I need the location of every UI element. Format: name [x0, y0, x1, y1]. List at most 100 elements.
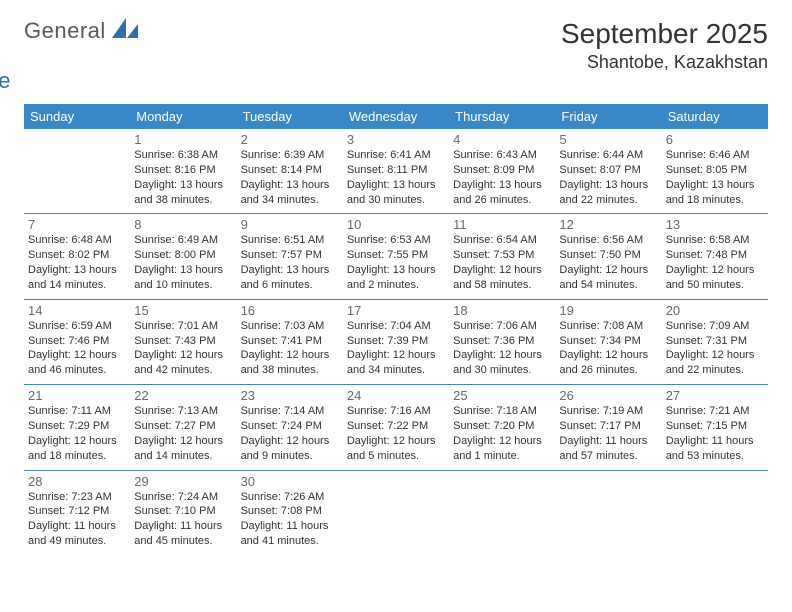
- day-number: 30: [241, 474, 339, 489]
- day-number: 18: [453, 303, 551, 318]
- sunset-text: Sunset: 7:17 PM: [559, 419, 657, 434]
- day-number: 8: [134, 217, 232, 232]
- daylight-text: Daylight: 12 hours and 46 minutes.: [28, 348, 126, 378]
- sunrise-text: Sunrise: 7:16 AM: [347, 404, 445, 419]
- daylight-text: Daylight: 13 hours and 22 minutes.: [559, 178, 657, 208]
- calendar-day-cell: 21Sunrise: 7:11 AMSunset: 7:29 PMDayligh…: [24, 385, 130, 470]
- sunrise-text: Sunrise: 7:04 AM: [347, 319, 445, 334]
- daylight-text: Daylight: 12 hours and 30 minutes.: [453, 348, 551, 378]
- sunset-text: Sunset: 7:34 PM: [559, 334, 657, 349]
- logo-word-general: General: [24, 18, 106, 43]
- calendar-day-cell: 12Sunrise: 6:56 AMSunset: 7:50 PMDayligh…: [555, 214, 661, 299]
- daylight-text: Daylight: 12 hours and 50 minutes.: [666, 263, 764, 293]
- sunset-text: Sunset: 8:16 PM: [134, 163, 232, 178]
- sunrise-text: Sunrise: 6:58 AM: [666, 233, 764, 248]
- daylight-text: Daylight: 11 hours and 45 minutes.: [134, 519, 232, 549]
- calendar-week-row: 28Sunrise: 7:23 AMSunset: 7:12 PMDayligh…: [24, 470, 768, 555]
- sunset-text: Sunset: 7:12 PM: [28, 504, 126, 519]
- sunset-text: Sunset: 7:41 PM: [241, 334, 339, 349]
- calendar-day-cell: 14Sunrise: 6:59 AMSunset: 7:46 PMDayligh…: [24, 299, 130, 384]
- daylight-text: Daylight: 13 hours and 38 minutes.: [134, 178, 232, 208]
- calendar-day-cell: 8Sunrise: 6:49 AMSunset: 8:00 PMDaylight…: [130, 214, 236, 299]
- sunrise-text: Sunrise: 6:48 AM: [28, 233, 126, 248]
- sunset-text: Sunset: 7:50 PM: [559, 248, 657, 263]
- calendar-week-row: 1Sunrise: 6:38 AMSunset: 8:16 PMDaylight…: [24, 129, 768, 214]
- sunrise-text: Sunrise: 7:09 AM: [666, 319, 764, 334]
- calendar-day-cell: 24Sunrise: 7:16 AMSunset: 7:22 PMDayligh…: [343, 385, 449, 470]
- calendar-week-row: 14Sunrise: 6:59 AMSunset: 7:46 PMDayligh…: [24, 299, 768, 384]
- sunset-text: Sunset: 7:39 PM: [347, 334, 445, 349]
- sunrise-text: Sunrise: 7:11 AM: [28, 404, 126, 419]
- calendar-day-cell: [555, 470, 661, 555]
- calendar-day-cell: 3Sunrise: 6:41 AMSunset: 8:11 PMDaylight…: [343, 129, 449, 214]
- sunrise-text: Sunrise: 7:26 AM: [241, 490, 339, 505]
- sunset-text: Sunset: 8:07 PM: [559, 163, 657, 178]
- sunset-text: Sunset: 8:05 PM: [666, 163, 764, 178]
- day-number: 29: [134, 474, 232, 489]
- calendar-week-row: 7Sunrise: 6:48 AMSunset: 8:02 PMDaylight…: [24, 214, 768, 299]
- header: General Blue September 2025 Shantobe, Ka…: [24, 18, 768, 94]
- daylight-text: Daylight: 11 hours and 41 minutes.: [241, 519, 339, 549]
- sunrise-text: Sunrise: 6:54 AM: [453, 233, 551, 248]
- calendar-day-cell: [24, 129, 130, 214]
- daylight-text: Daylight: 12 hours and 18 minutes.: [28, 434, 126, 464]
- sunrise-text: Sunrise: 7:01 AM: [134, 319, 232, 334]
- calendar-day-cell: 30Sunrise: 7:26 AMSunset: 7:08 PMDayligh…: [237, 470, 343, 555]
- sunrise-text: Sunrise: 7:24 AM: [134, 490, 232, 505]
- sunset-text: Sunset: 7:46 PM: [28, 334, 126, 349]
- calendar-day-cell: 25Sunrise: 7:18 AMSunset: 7:20 PMDayligh…: [449, 385, 555, 470]
- day-number: 20: [666, 303, 764, 318]
- location: Shantobe, Kazakhstan: [561, 52, 768, 73]
- title-block: September 2025 Shantobe, Kazakhstan: [561, 18, 768, 73]
- calendar-day-cell: 22Sunrise: 7:13 AMSunset: 7:27 PMDayligh…: [130, 385, 236, 470]
- sunrise-text: Sunrise: 6:38 AM: [134, 148, 232, 163]
- calendar-day-cell: 19Sunrise: 7:08 AMSunset: 7:34 PMDayligh…: [555, 299, 661, 384]
- day-number: 1: [134, 132, 232, 147]
- weekday-header: Thursday: [449, 104, 555, 129]
- sunset-text: Sunset: 7:27 PM: [134, 419, 232, 434]
- day-number: 12: [559, 217, 657, 232]
- calendar-day-cell: 11Sunrise: 6:54 AMSunset: 7:53 PMDayligh…: [449, 214, 555, 299]
- sunset-text: Sunset: 7:20 PM: [453, 419, 551, 434]
- day-number: 6: [666, 132, 764, 147]
- calendar-day-cell: [662, 470, 768, 555]
- sunset-text: Sunset: 8:11 PM: [347, 163, 445, 178]
- daylight-text: Daylight: 12 hours and 42 minutes.: [134, 348, 232, 378]
- sunrise-text: Sunrise: 6:49 AM: [134, 233, 232, 248]
- daylight-text: Daylight: 12 hours and 9 minutes.: [241, 434, 339, 464]
- day-number: 16: [241, 303, 339, 318]
- weekday-header: Wednesday: [343, 104, 449, 129]
- calendar-week-row: 21Sunrise: 7:11 AMSunset: 7:29 PMDayligh…: [24, 385, 768, 470]
- calendar-day-cell: 17Sunrise: 7:04 AMSunset: 7:39 PMDayligh…: [343, 299, 449, 384]
- daylight-text: Daylight: 13 hours and 2 minutes.: [347, 263, 445, 293]
- sunset-text: Sunset: 8:09 PM: [453, 163, 551, 178]
- sunrise-text: Sunrise: 6:39 AM: [241, 148, 339, 163]
- sunrise-text: Sunrise: 6:53 AM: [347, 233, 445, 248]
- calendar-day-cell: [343, 470, 449, 555]
- logo: General Blue: [24, 18, 138, 94]
- sunrise-text: Sunrise: 6:59 AM: [28, 319, 126, 334]
- sunset-text: Sunset: 7:10 PM: [134, 504, 232, 519]
- calendar-day-cell: 28Sunrise: 7:23 AMSunset: 7:12 PMDayligh…: [24, 470, 130, 555]
- day-number: 15: [134, 303, 232, 318]
- sunset-text: Sunset: 7:24 PM: [241, 419, 339, 434]
- sunset-text: Sunset: 7:31 PM: [666, 334, 764, 349]
- sunrise-text: Sunrise: 6:56 AM: [559, 233, 657, 248]
- calendar-day-cell: 6Sunrise: 6:46 AMSunset: 8:05 PMDaylight…: [662, 129, 768, 214]
- daylight-text: Daylight: 12 hours and 26 minutes.: [559, 348, 657, 378]
- daylight-text: Daylight: 12 hours and 5 minutes.: [347, 434, 445, 464]
- sunset-text: Sunset: 7:48 PM: [666, 248, 764, 263]
- calendar-day-cell: 2Sunrise: 6:39 AMSunset: 8:14 PMDaylight…: [237, 129, 343, 214]
- sunrise-text: Sunrise: 7:13 AM: [134, 404, 232, 419]
- sunrise-text: Sunrise: 7:19 AM: [559, 404, 657, 419]
- daylight-text: Daylight: 11 hours and 57 minutes.: [559, 434, 657, 464]
- day-number: 25: [453, 388, 551, 403]
- daylight-text: Daylight: 12 hours and 1 minute.: [453, 434, 551, 464]
- sunrise-text: Sunrise: 6:43 AM: [453, 148, 551, 163]
- sunrise-text: Sunrise: 7:08 AM: [559, 319, 657, 334]
- day-number: 17: [347, 303, 445, 318]
- sunset-text: Sunset: 7:53 PM: [453, 248, 551, 263]
- day-number: 23: [241, 388, 339, 403]
- daylight-text: Daylight: 13 hours and 10 minutes.: [134, 263, 232, 293]
- daylight-text: Daylight: 12 hours and 34 minutes.: [347, 348, 445, 378]
